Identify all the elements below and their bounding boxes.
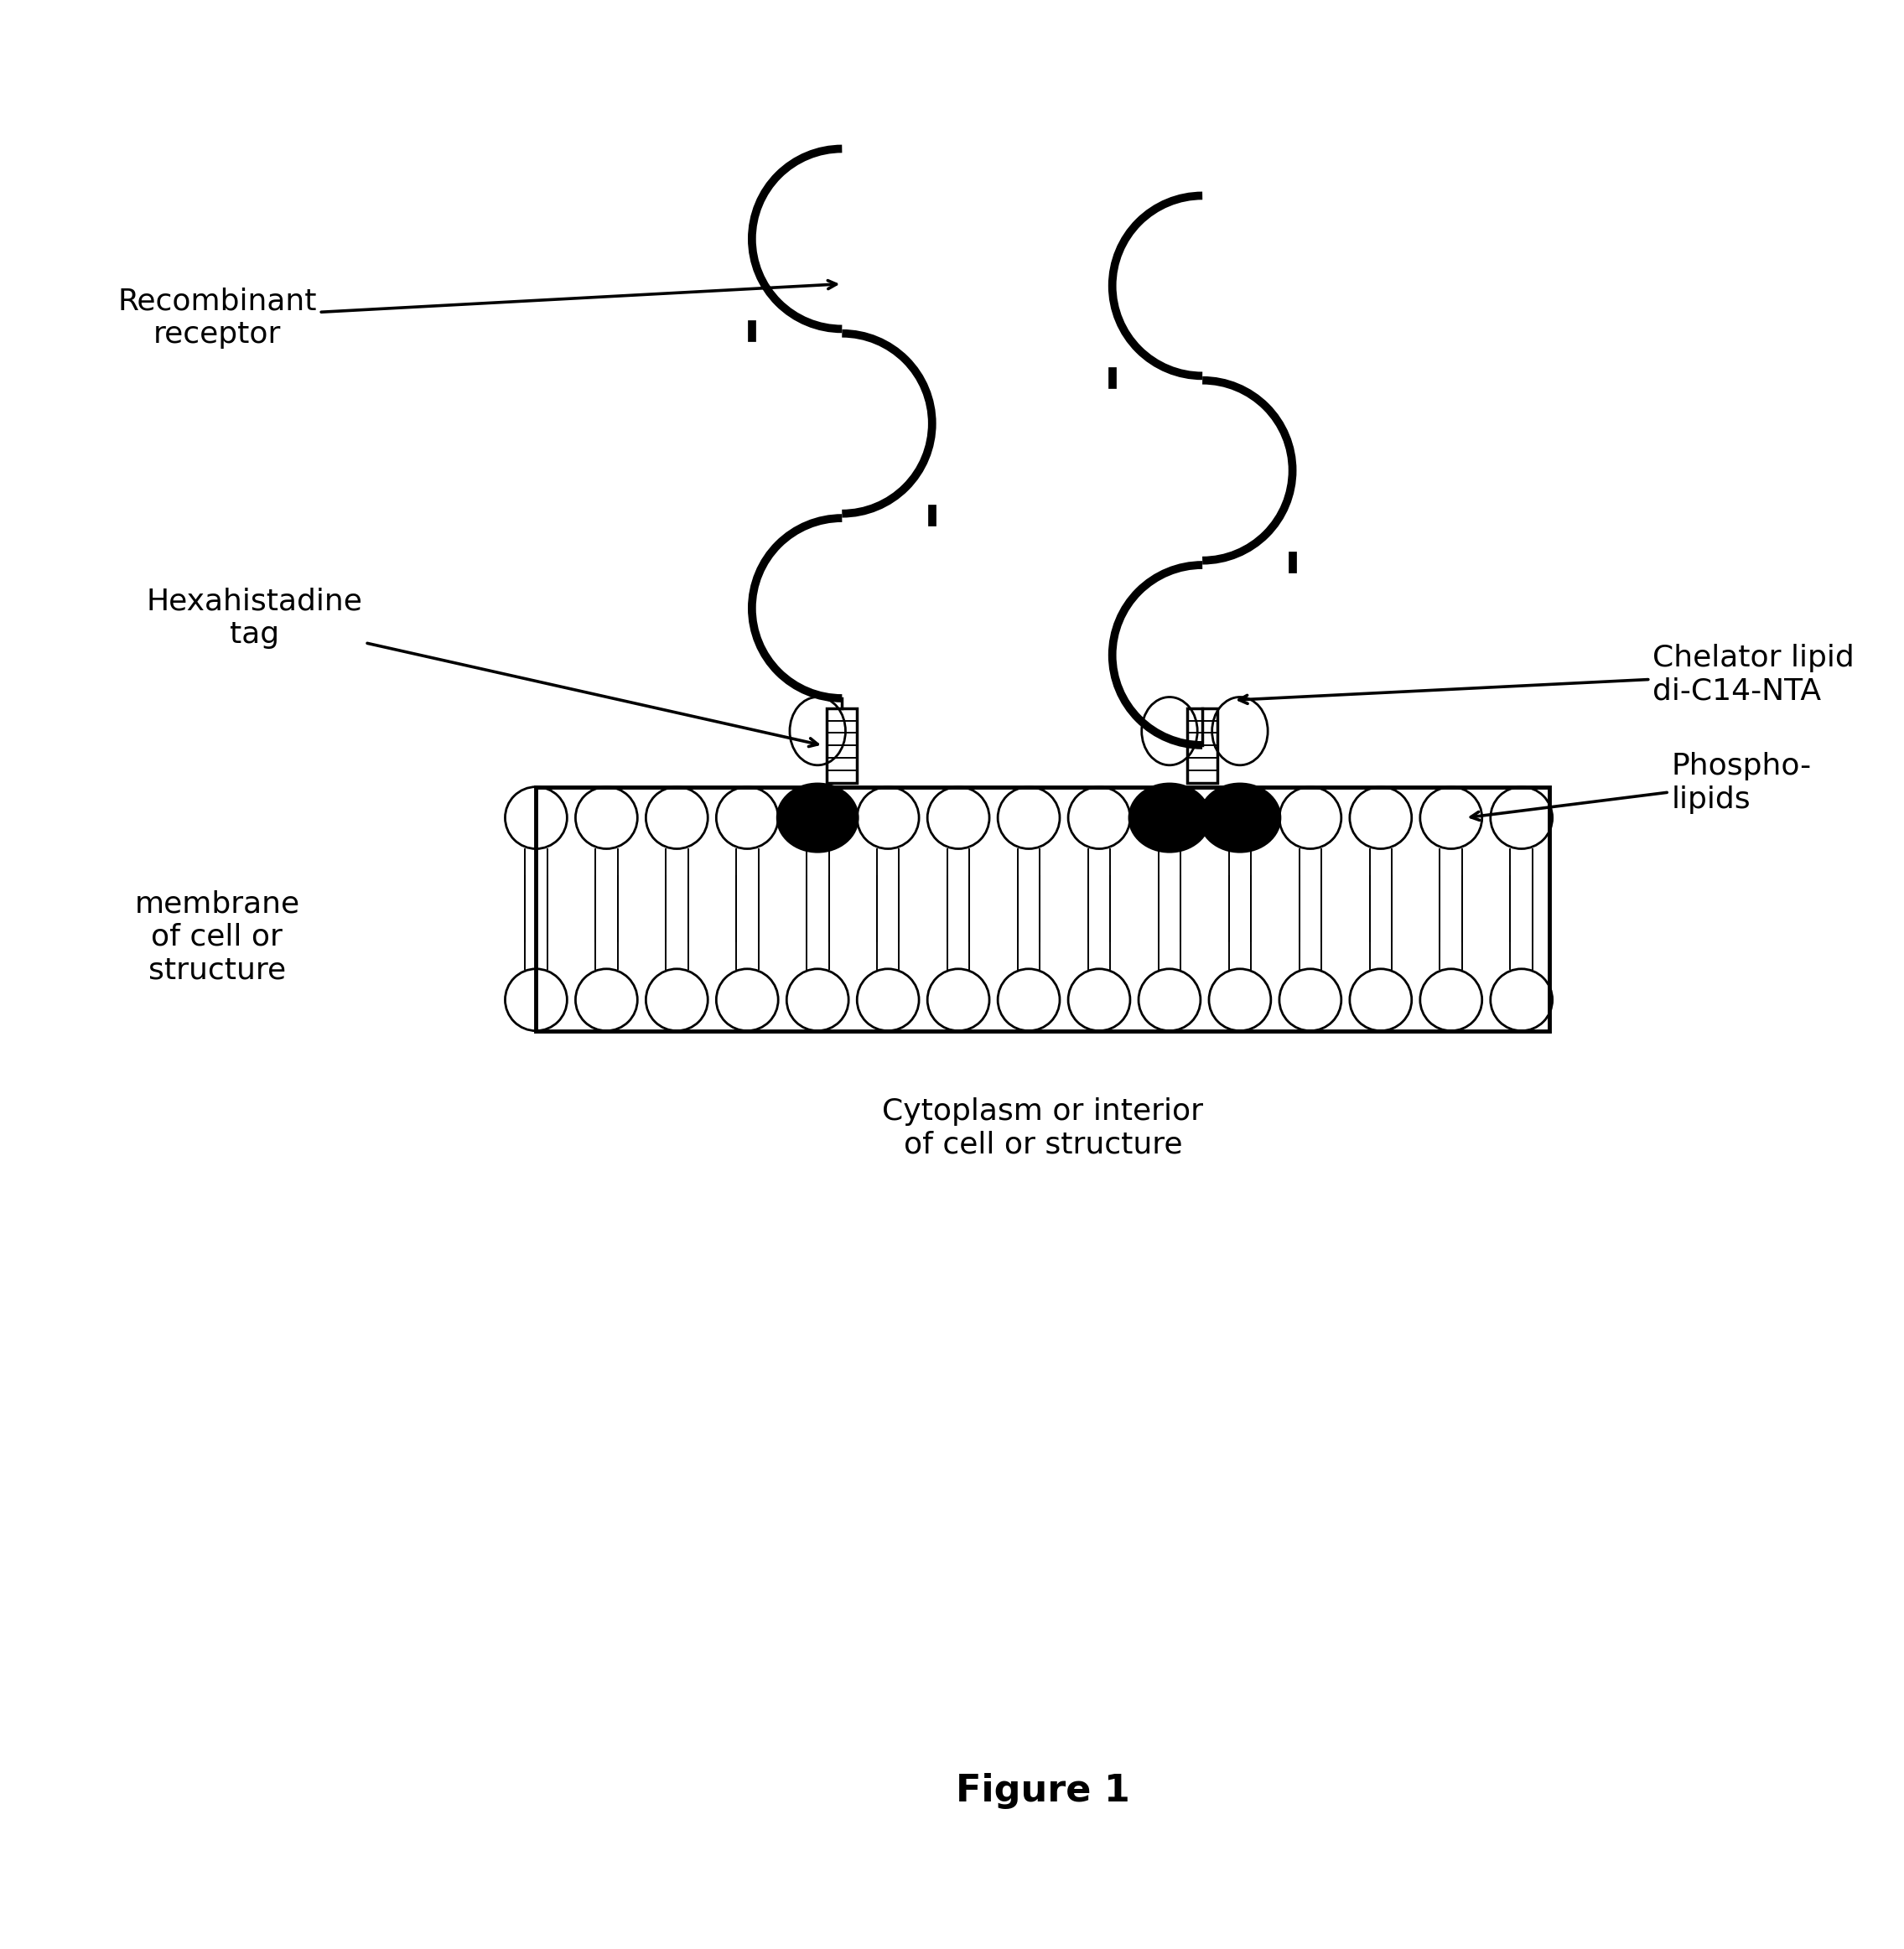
Text: Hexahistadine
tag: Hexahistadine tag <box>147 587 817 746</box>
Ellipse shape <box>1129 783 1209 852</box>
Bar <box>537 787 1550 1031</box>
Ellipse shape <box>777 783 859 852</box>
Text: Recombinant
receptor: Recombinant receptor <box>118 281 836 349</box>
Bar <box>826 707 857 783</box>
Text: Chelator lipid
di-C14-NTA: Chelator lipid di-C14-NTA <box>1240 643 1854 706</box>
Text: Phospho-
lipids: Phospho- lipids <box>1470 752 1813 821</box>
Text: Cytoplasm or interior
of cell or structure: Cytoplasm or interior of cell or structu… <box>882 1097 1203 1160</box>
Ellipse shape <box>1200 783 1279 852</box>
Bar <box>1188 707 1217 783</box>
Text: Figure 1: Figure 1 <box>956 1774 1129 1809</box>
Text: membrane
of cell or
structure: membrane of cell or structure <box>135 889 299 984</box>
